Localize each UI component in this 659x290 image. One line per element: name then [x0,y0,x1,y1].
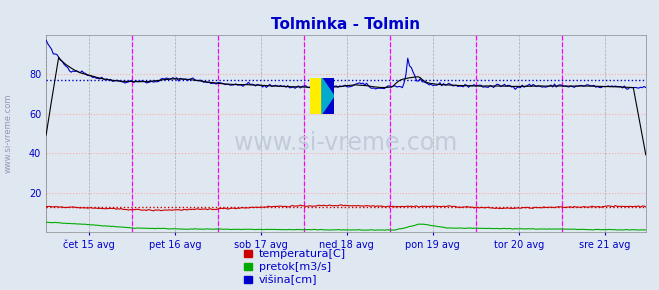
Text: www.si-vreme.com: www.si-vreme.com [235,131,457,155]
Bar [244,263,252,270]
Bar [322,78,334,114]
Text: www.si-vreme.com: www.si-vreme.com [3,94,13,173]
Bar [244,250,252,257]
Polygon shape [322,78,334,114]
Bar [244,276,252,283]
Bar [310,78,322,114]
Text: temperatura[C]: temperatura[C] [259,249,346,259]
Text: pretok[m3/s]: pretok[m3/s] [259,262,331,272]
Title: Tolminka - Tolmin: Tolminka - Tolmin [272,17,420,32]
Text: višina[cm]: višina[cm] [259,275,317,285]
